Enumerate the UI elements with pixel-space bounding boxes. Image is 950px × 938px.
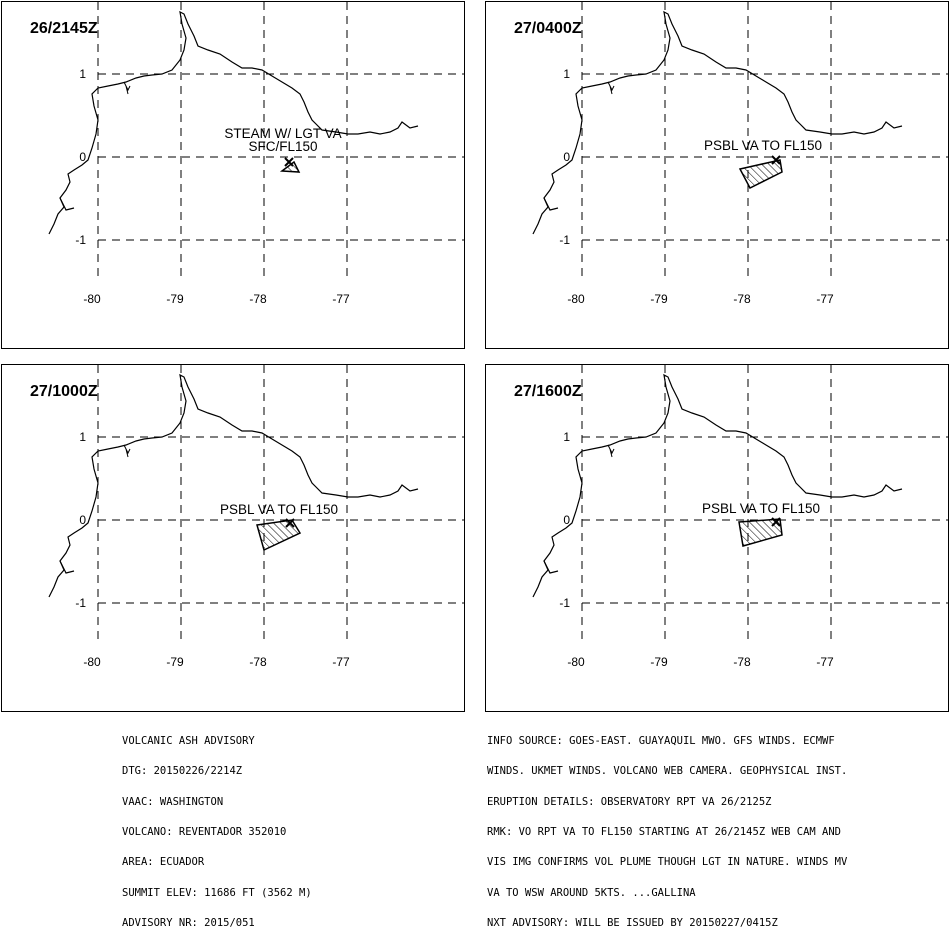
forecast-panel-2: 1 0 -1 -80 -79 -78 -77 PSBL VA TO FL150 27/0400…	[485, 1, 949, 349]
latitude-label: 1	[563, 67, 570, 81]
map-canvas: 1 0 -1 -80 -79 -78 -77 PSBL VA TO FL150	[532, 2, 948, 306]
longitude-label: -80	[567, 292, 585, 306]
latitude-label: -1	[559, 596, 570, 610]
coastline	[532, 373, 903, 598]
plume-label: PSBL VA TO FL150	[704, 138, 822, 153]
border-line	[607, 81, 615, 95]
longitude-label: -79	[650, 655, 668, 669]
ash-plume-area	[738, 159, 783, 189]
coastline	[48, 373, 419, 598]
longitude-label: -79	[166, 292, 184, 306]
advisory-line: VAAC: WASHINGTON	[122, 795, 224, 808]
latitude-label: 1	[79, 67, 86, 81]
coastline	[532, 10, 903, 235]
border-line	[607, 444, 615, 458]
plume-label: STEAM W/ LGT VA	[224, 126, 341, 141]
ash-plume-area	[738, 518, 783, 547]
forecast-panel-1: 1 0 -1 -80 -79 -78 -77 STEAM W/ LGT VA SFC/FL150…	[1, 1, 465, 349]
advisory-line: RMK: VO RPT VA TO FL150 STARTING AT 26/2…	[487, 826, 842, 839]
longitude-label: -80	[83, 292, 101, 306]
coastline	[543, 197, 559, 211]
advisory-line: ERUPTION DETAILS: OBSERVATORY RPT VA 26/…	[487, 795, 772, 808]
forecast-panel-3: 1 0 -1 -80 -79 -78 -77 PSBL VA TO FL150 27/1000…	[1, 364, 465, 712]
advisory-remarks-text: INFO SOURCE: GOES-EAST. GUAYAQUIL MWO. G…	[487, 716, 847, 938]
volcano-x-icon	[285, 518, 295, 528]
volcano-x-icon	[771, 517, 781, 527]
advisory-line: VOLCANIC ASH ADVISORY	[122, 735, 255, 748]
advisory-line: INFO SOURCE: GOES-EAST. GUAYAQUIL MWO. G…	[487, 735, 835, 748]
border-line	[123, 81, 131, 95]
coastline	[59, 197, 75, 211]
advisory-header-text: VOLCANIC ASH ADVISORY DTG: 20150226/2214…	[122, 716, 312, 938]
longitude-label: -79	[650, 292, 668, 306]
map-canvas: 1 0 -1 -80 -79 -78 -77 PSBL VA TO FL150	[48, 365, 464, 669]
volcano-x-icon	[771, 155, 781, 165]
advisory-line: VIS IMG CONFIRMS VOL PLUME THOUGH LGT IN…	[487, 856, 848, 869]
latitude-label: -1	[559, 233, 570, 247]
panel-time-label: 27/1000Z	[30, 383, 98, 400]
advisory-line: WINDS. UKMET WINDS. VOLCANO WEB CAMERA. …	[487, 765, 848, 778]
forecast-panel-4: 1 0 -1 -80 -79 -78 -77 PSBL VA TO FL150 27/1600…	[485, 364, 949, 712]
longitude-label: -80	[567, 655, 585, 669]
ash-plume-area	[279, 160, 301, 173]
coastline	[59, 560, 75, 574]
longitude-label: -78	[733, 292, 751, 306]
panel-time-label: 27/0400Z	[514, 20, 582, 37]
latitude-label: 1	[79, 430, 86, 444]
longitude-label: -77	[816, 655, 834, 669]
coastline	[543, 560, 559, 574]
longitude-label: -77	[816, 292, 834, 306]
plume-label: PSBL VA TO FL150	[702, 501, 820, 516]
latitude-label: 0	[79, 513, 86, 527]
ash-plume-area	[256, 519, 302, 552]
latitude-label: 1	[563, 430, 570, 444]
panel-time-label: 26/2145Z	[30, 20, 98, 37]
plume-label: SFC/FL150	[248, 139, 317, 154]
advisory-line: ADVISORY NR: 2015/051	[122, 916, 255, 929]
latitude-label: 0	[563, 150, 570, 164]
border-line	[123, 444, 131, 458]
latitude-label: 0	[79, 150, 86, 164]
advisory-line: NXT ADVISORY: WILL BE ISSUED BY 20150227…	[487, 916, 778, 929]
map-canvas: 1 0 -1 -80 -79 -78 -77 PSBL VA TO FL150	[532, 365, 948, 669]
advisory-line: VA TO WSW AROUND 5KTS. ...GALLINA	[487, 886, 696, 899]
longitude-label: -77	[332, 655, 350, 669]
longitude-label: -79	[166, 655, 184, 669]
plume-label: PSBL VA TO FL150	[220, 502, 338, 517]
advisory-line: AREA: ECUADOR	[122, 856, 205, 869]
longitude-label: -77	[332, 292, 350, 306]
latitude-label: 0	[563, 513, 570, 527]
coastline	[48, 10, 419, 235]
longitude-label: -80	[83, 655, 101, 669]
latitude-label: -1	[75, 233, 86, 247]
longitude-label: -78	[249, 655, 267, 669]
volcano-x-icon	[284, 157, 294, 167]
latitude-label: -1	[75, 596, 86, 610]
panel-time-label: 27/1600Z	[514, 383, 582, 400]
advisory-line: SUMMIT ELEV: 11686 FT (3562 M)	[122, 886, 312, 899]
longitude-label: -78	[733, 655, 751, 669]
longitude-label: -78	[249, 292, 267, 306]
advisory-line: DTG: 20150226/2214Z	[122, 765, 243, 778]
advisory-line: VOLCANO: REVENTADOR 352010	[122, 826, 287, 839]
